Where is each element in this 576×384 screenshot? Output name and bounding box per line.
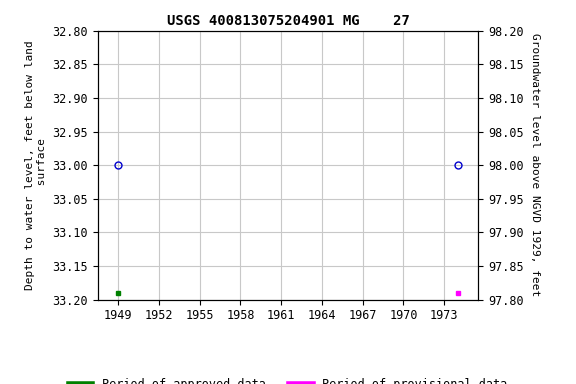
Y-axis label: Groundwater level above NGVD 1929, feet: Groundwater level above NGVD 1929, feet <box>530 33 540 297</box>
Legend: Period of approved data, Period of provisional data: Period of approved data, Period of provi… <box>64 373 512 384</box>
Title: USGS 400813075204901 MG    27: USGS 400813075204901 MG 27 <box>166 14 410 28</box>
Y-axis label: Depth to water level, feet below land
 surface: Depth to water level, feet below land su… <box>25 40 47 290</box>
